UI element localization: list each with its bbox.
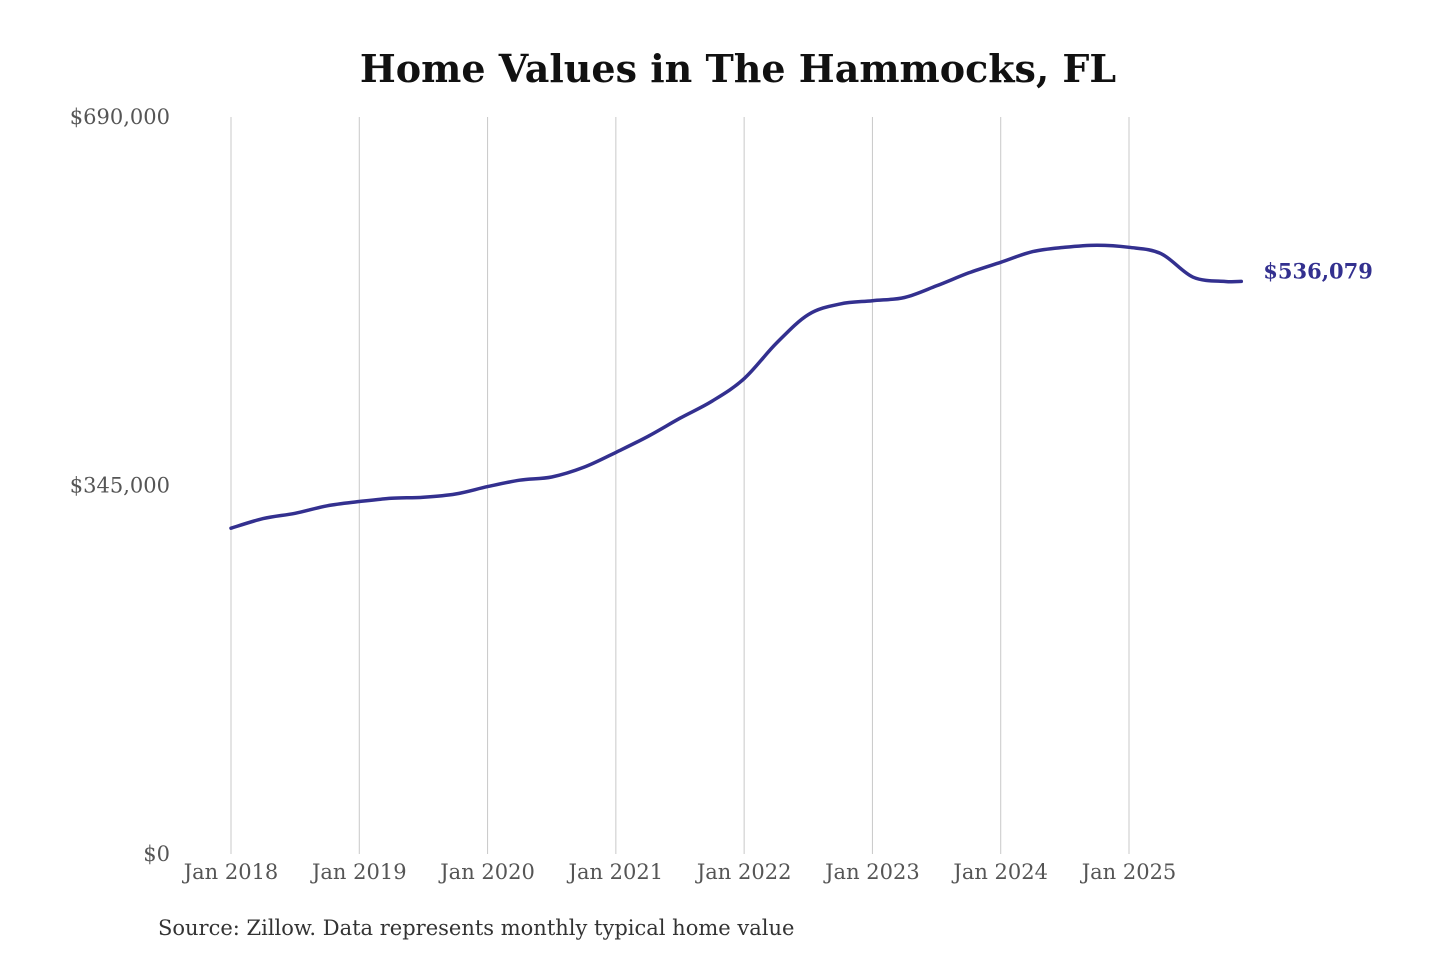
series-line-0 xyxy=(229,243,1244,530)
source-note: Source: Zillow. Data represents monthly … xyxy=(158,916,795,940)
end-value-label: $536,079 xyxy=(1263,258,1373,283)
y-tick-label-1: $345,000 xyxy=(70,474,170,498)
x-tick-label-5: Jan 2023 xyxy=(823,860,920,884)
x-tick-label-7: Jan 2025 xyxy=(1080,860,1177,884)
x-tick-label-6: Jan 2024 xyxy=(951,860,1048,884)
y-axis-tick-labels: $0 $345,000 $690,000 xyxy=(70,105,170,866)
x-tick-label-0: Jan 2018 xyxy=(182,860,279,884)
y-tick-label-2: $690,000 xyxy=(70,105,170,129)
x-tick-label-2: Jan 2020 xyxy=(438,860,535,884)
x-tick-label-1: Jan 2019 xyxy=(310,860,407,884)
x-axis-tick-labels: Jan 2018 Jan 2019 Jan 2020 Jan 2021 Jan 2022… xyxy=(182,860,1177,884)
y-tick-label-0: $0 xyxy=(143,842,170,866)
x-tick-label-3: Jan 2021 xyxy=(567,860,664,884)
x-tick-label-4: Jan 2022 xyxy=(695,860,792,884)
gridlines xyxy=(230,117,1130,854)
series xyxy=(229,243,1244,530)
chart-title: Home Values in The Hammocks, FL xyxy=(360,46,1116,91)
